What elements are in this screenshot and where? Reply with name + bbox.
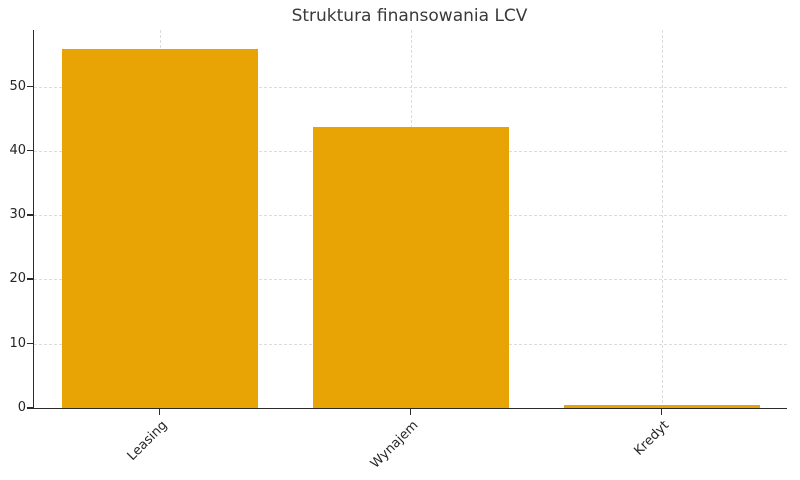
x-tick-mark <box>409 409 412 415</box>
y-tick-mark <box>27 149 33 152</box>
bar-kredyt <box>563 404 760 408</box>
x-tick-label: Wynajem <box>367 418 422 472</box>
bar-wynajem <box>312 127 509 408</box>
x-tick-mark <box>660 409 663 415</box>
x-tick-mark <box>158 409 161 415</box>
y-tick-mark <box>27 85 33 88</box>
y-tick-mark <box>27 407 33 409</box>
y-tick-mark <box>27 342 33 345</box>
y-tick-label: 20 <box>9 271 26 287</box>
y-tick-mark <box>27 278 33 280</box>
y-tick-label: 10 <box>9 335 26 351</box>
chart-title: Struktura finansowania LCV <box>291 6 528 26</box>
h-gridline <box>34 86 787 88</box>
bar-leasing <box>61 49 258 408</box>
y-tick-label: 50 <box>9 78 26 94</box>
y-tick-label: 30 <box>9 207 26 223</box>
y-tick-label: 0 <box>17 400 26 415</box>
plot-area <box>27 30 787 415</box>
y-tick-label: 40 <box>9 142 26 158</box>
v-gridline <box>661 30 663 408</box>
x-tick-label: Kredyt <box>631 418 673 459</box>
x-tick-label: Leasing <box>124 418 171 464</box>
y-tick-mark <box>27 214 33 216</box>
